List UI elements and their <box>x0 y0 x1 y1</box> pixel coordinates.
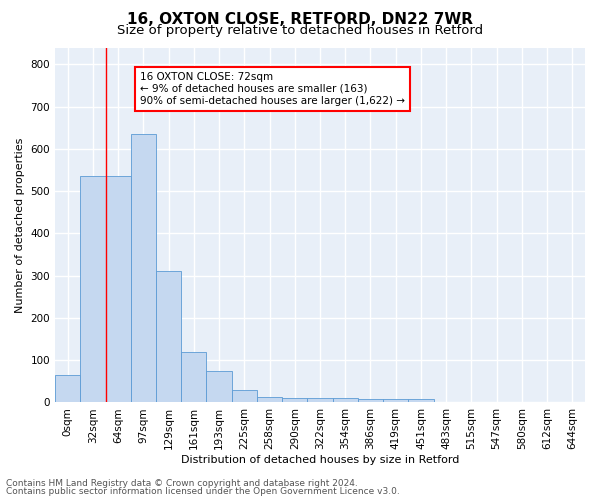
Text: 16, OXTON CLOSE, RETFORD, DN22 7WR: 16, OXTON CLOSE, RETFORD, DN22 7WR <box>127 12 473 28</box>
Bar <box>80 176 106 402</box>
Text: Size of property relative to detached houses in Retford: Size of property relative to detached ho… <box>117 24 483 37</box>
Bar <box>206 371 232 402</box>
Bar <box>358 399 383 402</box>
Bar <box>131 134 156 402</box>
Bar <box>55 375 80 402</box>
Bar <box>181 352 206 403</box>
Y-axis label: Number of detached properties: Number of detached properties <box>15 138 25 312</box>
Text: Contains public sector information licensed under the Open Government Licence v3: Contains public sector information licen… <box>6 487 400 496</box>
Title: 16, OXTON CLOSE, RETFORD, DN22 7WR
Size of property relative to detached houses : 16, OXTON CLOSE, RETFORD, DN22 7WR Size … <box>0 499 1 500</box>
X-axis label: Distribution of detached houses by size in Retford: Distribution of detached houses by size … <box>181 455 459 465</box>
Bar <box>156 272 181 402</box>
Bar <box>232 390 257 402</box>
Bar <box>332 398 358 402</box>
Bar <box>257 396 282 402</box>
Bar <box>282 398 307 402</box>
Bar <box>409 399 434 402</box>
Bar <box>307 398 332 402</box>
Bar <box>106 176 131 402</box>
Bar <box>383 399 409 402</box>
Text: 16 OXTON CLOSE: 72sqm
← 9% of detached houses are smaller (163)
90% of semi-deta: 16 OXTON CLOSE: 72sqm ← 9% of detached h… <box>140 72 405 106</box>
Text: Contains HM Land Registry data © Crown copyright and database right 2024.: Contains HM Land Registry data © Crown c… <box>6 478 358 488</box>
